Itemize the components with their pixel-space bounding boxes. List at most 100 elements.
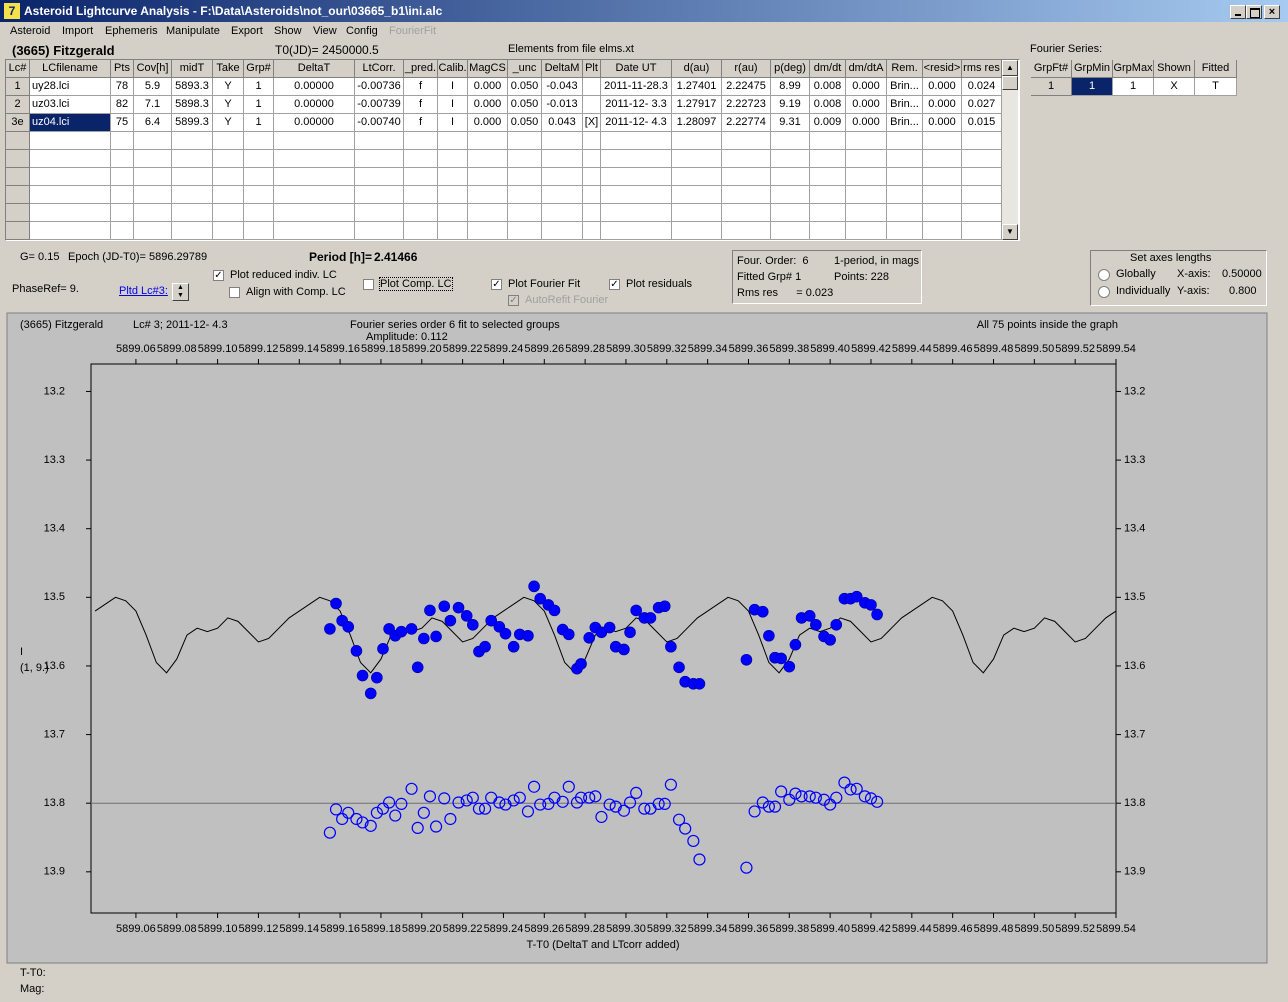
data-point	[583, 632, 596, 644]
row-header[interactable]	[6, 222, 30, 240]
table-cell: 1	[244, 96, 274, 114]
table-cell	[583, 78, 601, 96]
data-point	[499, 627, 512, 640]
g-param: G= 0.15	[20, 251, 60, 263]
table-cell	[438, 168, 468, 186]
table-cell	[771, 168, 810, 186]
table-cell	[274, 132, 355, 150]
table-cell	[274, 150, 355, 168]
table-cell: 2011-11-28.3	[601, 78, 672, 96]
data-point	[377, 642, 389, 655]
residual-point	[323, 826, 336, 839]
table-cell	[468, 222, 508, 240]
checkbox[interactable]	[363, 279, 374, 290]
table-cell: 0.000	[846, 78, 887, 96]
column-header: _pred.	[404, 60, 438, 78]
column-header: dm/dt	[810, 60, 846, 78]
minimize-button[interactable]	[1230, 5, 1246, 19]
table-cell	[601, 132, 672, 150]
table-cell	[672, 186, 722, 204]
table-cell	[672, 204, 722, 222]
menu-item[interactable]: Show	[274, 25, 302, 37]
column-header: _unc	[508, 60, 542, 78]
row-header[interactable]	[6, 186, 30, 204]
column-header: r(au)	[722, 60, 771, 78]
info-period-note: 1-period, in mags	[834, 255, 919, 267]
elements-label: Elements from file elms.xt	[508, 43, 634, 55]
plotted-lc-link[interactable]: Pltd Lc#3:	[119, 285, 168, 297]
table-cell	[274, 222, 355, 240]
row-header[interactable]	[6, 204, 30, 222]
scrollbar[interactable]: ▲ ▼	[1002, 60, 1018, 240]
chart-panel	[6, 312, 1268, 964]
table-cell	[846, 132, 887, 150]
menu-item[interactable]: Manipulate	[166, 25, 220, 37]
table-cell: I	[438, 114, 468, 132]
residual-point	[329, 803, 343, 816]
row-header[interactable]	[6, 150, 30, 168]
data-point	[783, 660, 796, 673]
residual-point	[623, 796, 637, 809]
x-tick-label: 5899.20	[402, 923, 442, 935]
checkbox[interactable]: ✓	[609, 279, 620, 290]
menu-item[interactable]: Asteroid	[10, 25, 51, 37]
row-header[interactable]: 3e	[6, 114, 30, 132]
column-header: LCfilename	[30, 60, 111, 78]
row-header[interactable]: 1	[6, 78, 30, 96]
menu-item[interactable]: FourierFit	[389, 25, 437, 37]
menu-item[interactable]: Export	[231, 25, 263, 37]
close-button[interactable]: ×	[1264, 5, 1280, 19]
row-header[interactable]	[6, 132, 30, 150]
row-header[interactable]	[6, 168, 30, 186]
menu-item[interactable]: View	[313, 25, 337, 37]
info-box	[732, 250, 922, 304]
table-cell: 1	[244, 114, 274, 132]
residual-point	[693, 853, 706, 866]
x-axis-value: 0.50000	[1222, 268, 1262, 280]
table-cell: 0.008	[810, 96, 846, 114]
x-tick-label: 5899.48	[974, 343, 1014, 355]
table-cell	[172, 204, 213, 222]
residual-point	[556, 795, 569, 808]
checkbox[interactable]: ✓	[491, 279, 502, 290]
radio-individually[interactable]	[1098, 286, 1110, 298]
table-cell: 0.00000	[274, 78, 355, 96]
data-point	[603, 621, 616, 634]
residual-point	[748, 805, 761, 818]
table-cell	[404, 204, 438, 222]
table-cell	[962, 186, 1002, 204]
radio-globally[interactable]	[1098, 269, 1110, 281]
y-axis-value: 0.800	[1229, 285, 1257, 297]
spin-button[interactable]: ▲ ▼	[172, 283, 189, 301]
residual-point	[574, 791, 588, 804]
column-header: GrpMax	[1113, 60, 1154, 78]
table-cell	[111, 132, 134, 150]
menu-item[interactable]: Import	[62, 25, 94, 37]
table-cell: uy28.lci	[30, 78, 111, 96]
menu-item[interactable]: Config	[346, 25, 378, 37]
checkbox[interactable]: ✓	[508, 295, 519, 306]
residual-point	[478, 802, 492, 815]
checkbox[interactable]: ✓	[213, 270, 224, 281]
data-point	[522, 629, 534, 642]
row-header[interactable]: 2	[6, 96, 30, 114]
table-cell	[172, 150, 213, 168]
chart-amplitude: Amplitude: 0.112	[366, 331, 448, 343]
column-header: Pts	[111, 60, 134, 78]
maximize-button[interactable]	[1246, 5, 1262, 19]
app-icon: 7	[4, 3, 20, 19]
table-cell	[601, 150, 672, 168]
period-value: 2.41466	[374, 250, 418, 264]
residual-point	[411, 821, 424, 835]
data-point	[452, 601, 465, 614]
table-cell	[355, 132, 404, 150]
x-tick-label: 5899.22	[443, 923, 483, 935]
menu-item[interactable]: Ephemeris	[105, 25, 158, 37]
table-cell	[134, 204, 172, 222]
info-points: Points: 228	[834, 271, 890, 283]
column-header: Grp#	[244, 60, 274, 78]
table-cell	[846, 150, 887, 168]
checkbox[interactable]	[229, 287, 240, 298]
fourier-label: Fourier Series:	[1030, 43, 1103, 55]
